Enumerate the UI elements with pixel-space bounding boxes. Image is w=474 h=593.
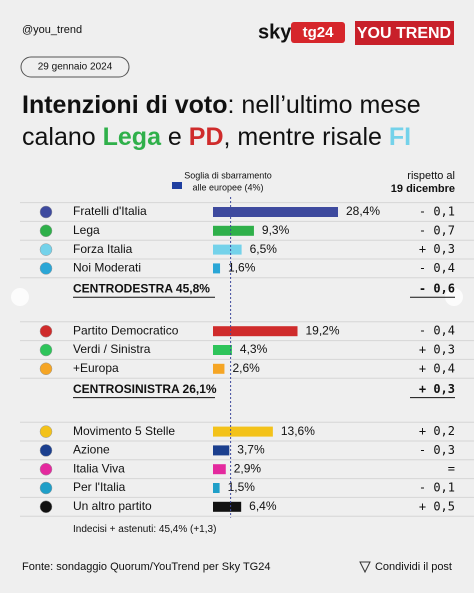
change: - 0,1 <box>419 481 455 495</box>
change: + 0,3 <box>419 343 455 357</box>
title-part: : nell’ultimo mese <box>228 91 421 119</box>
party-logo <box>39 205 53 219</box>
party-name: Movimento 5 Stelle <box>73 424 175 438</box>
title-part: PD <box>189 123 224 151</box>
note: Indecisi + astenuti: 45,4% (+1,3) <box>73 524 216 535</box>
share[interactable]: Condividi il post <box>375 561 452 573</box>
change: + 0,3 <box>419 242 455 256</box>
bar <box>213 483 220 493</box>
change: + 0,4 <box>419 361 455 375</box>
change: - 0,4 <box>419 261 455 275</box>
bar <box>213 225 254 236</box>
title-part: , mentre risale <box>224 123 389 151</box>
party-logo <box>39 500 53 514</box>
bar <box>213 345 232 355</box>
date: 29 gennaio 2024 <box>38 62 113 73</box>
logo-sky: sky <box>258 21 292 43</box>
logo-tg: tg24 <box>303 24 335 41</box>
value-label: 28,4% <box>346 204 380 218</box>
threshold-label: alle europee (4%) <box>192 182 263 192</box>
party-logo <box>39 462 53 476</box>
party-name: Italia Viva <box>73 461 125 475</box>
title-part: Intenzioni di voto <box>22 91 228 119</box>
party-name: Azione <box>73 443 110 457</box>
change: - 0,3 <box>419 443 455 457</box>
change-header: 19 dicembre <box>391 183 455 195</box>
party-name: Noi Moderati <box>73 261 141 275</box>
value-label: 2,6% <box>232 361 260 375</box>
party-name: Verdi / Sinistra <box>73 342 151 356</box>
title-line-2: calano Lega e PD, mentre risale FI <box>22 123 411 151</box>
share-icon <box>359 561 371 574</box>
party-name: Fratelli d'Italia <box>73 204 147 218</box>
party-logo <box>39 224 53 238</box>
value-label: 4,3% <box>240 342 268 356</box>
party-logo <box>39 481 53 495</box>
group-total: CENTRODESTRA 45,8% <box>73 281 210 295</box>
bar <box>213 207 338 217</box>
bar <box>213 426 273 437</box>
party-logo <box>39 324 53 338</box>
party-name: Lega <box>73 223 100 237</box>
party-logo <box>39 243 53 256</box>
value-label: 6,4% <box>249 499 277 513</box>
bar <box>213 244 242 255</box>
value-label: 6,5% <box>250 242 278 256</box>
logo-yt-bg <box>355 21 454 45</box>
value-label: 19,2% <box>306 323 340 337</box>
threshold-label: Soglia di sbarramento <box>184 170 272 180</box>
party-logo <box>39 425 53 438</box>
party-logo <box>39 444 53 457</box>
title-part: e <box>161 123 189 151</box>
group-total-change: - 0,6 <box>419 282 455 296</box>
bar <box>213 501 242 512</box>
change: + 0,2 <box>419 424 455 438</box>
party-name: Partito Democratico <box>73 323 179 337</box>
handle: @you_trend <box>22 24 82 36</box>
value-label: 1,6% <box>228 261 256 275</box>
change: - 0,1 <box>419 205 455 219</box>
title-part: calano <box>22 123 103 151</box>
group-total-change: + 0,3 <box>419 382 455 396</box>
change-header: rispetto al <box>407 170 455 182</box>
party-name: +Europa <box>73 361 119 375</box>
party-name: Un altro partito <box>73 499 152 513</box>
value-label: 3,7% <box>237 443 265 457</box>
bar <box>213 445 230 456</box>
value-label: 2,9% <box>234 461 262 475</box>
change: - 0,7 <box>419 223 455 237</box>
group-total: CENTROSINISTRA 26,1% <box>73 382 217 396</box>
bar <box>213 363 225 374</box>
party-name: Forza Italia <box>73 242 133 256</box>
logo-yt: YOU TREND <box>357 25 451 42</box>
title-part: Lega <box>103 123 162 151</box>
logo-tg-bg <box>291 22 345 43</box>
date-pill <box>20 56 130 78</box>
party-logo <box>39 343 53 357</box>
party-logo <box>39 362 53 376</box>
title-part: FI <box>389 123 411 151</box>
change: = <box>448 462 455 476</box>
value-label: 1,5% <box>228 480 256 494</box>
source: Fonte: sondaggio Quorum/YouTrend per Sky… <box>22 561 270 573</box>
bar <box>213 464 226 475</box>
eu-flag <box>172 182 182 189</box>
bar <box>213 326 298 337</box>
party-logo <box>39 262 53 275</box>
title-line-1: Intenzioni di voto: nell’ultimo mese <box>22 91 421 119</box>
change: + 0,5 <box>419 499 455 513</box>
value-label: 13,6% <box>281 424 315 438</box>
bar <box>213 263 221 274</box>
value-label: 9,3% <box>262 223 290 237</box>
change: - 0,4 <box>419 324 455 338</box>
prev-button[interactable] <box>11 288 29 306</box>
party-name: Per l'Italia <box>73 480 126 494</box>
